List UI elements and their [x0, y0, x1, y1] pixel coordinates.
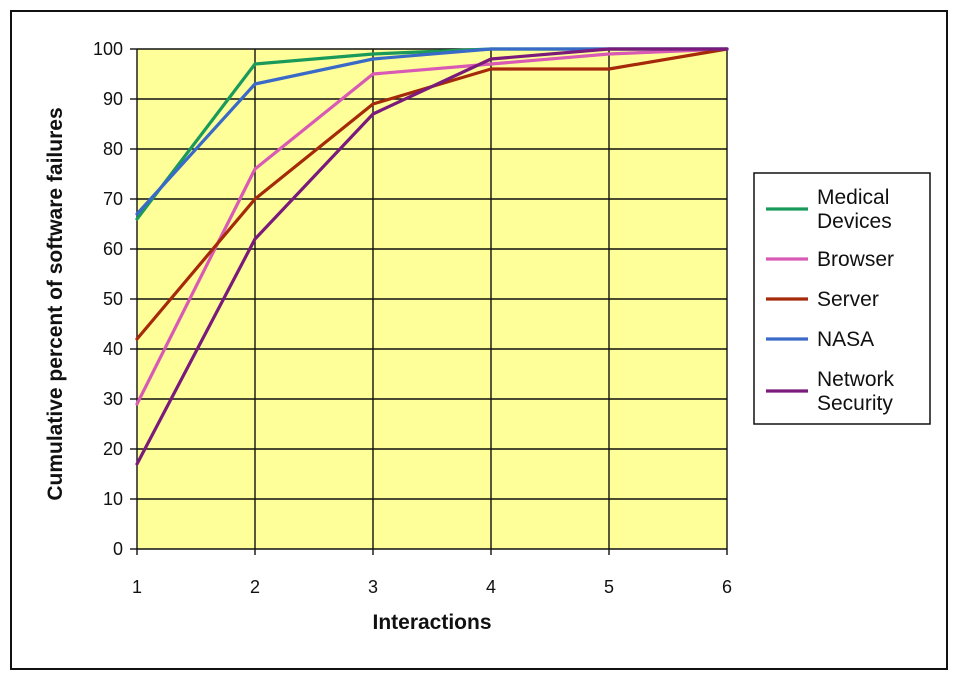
y-tick-label: 30 — [103, 389, 123, 409]
legend-label: Network Security — [817, 368, 895, 415]
legend-label: Server — [817, 288, 879, 311]
x-tick-label: 2 — [250, 577, 260, 597]
legend-label: NASA — [817, 328, 874, 351]
x-tick-label: 5 — [604, 577, 614, 597]
y-tick-label: 50 — [103, 289, 123, 309]
grid-lines — [130, 48, 728, 555]
y-tick-label: 0 — [113, 539, 123, 559]
y-tick-label: 100 — [93, 39, 123, 59]
x-tick-label: 1 — [132, 577, 142, 597]
x-axis-title: Interactions — [372, 611, 491, 634]
legend: Medical Devices Browser Server NASA Network Se… — [753, 172, 931, 425]
y-tick-label: 60 — [103, 239, 123, 259]
y-axis-title: Cumulative percent of software failures — [44, 107, 67, 500]
x-tick-labels: 1 2 3 4 5 6 — [132, 577, 732, 597]
y-tick-label: 10 — [103, 489, 123, 509]
y-tick-label: 20 — [103, 439, 123, 459]
series-lines — [135, 47, 729, 466]
series-line — [135, 47, 729, 466]
series-line — [135, 47, 729, 406]
y-tick-labels: 0 10 20 30 40 50 60 70 80 90 100 — [93, 39, 123, 559]
y-tick-label: 40 — [103, 339, 123, 359]
legend-label: Medical Devices — [817, 186, 892, 233]
x-tick-label: 3 — [368, 577, 378, 597]
y-tick-label: 90 — [103, 89, 123, 109]
x-tick-label: 6 — [722, 577, 732, 597]
legend-label: Browser — [817, 248, 894, 271]
x-tick-label: 4 — [486, 577, 496, 597]
y-tick-label: 70 — [103, 189, 123, 209]
y-tick-label: 80 — [103, 139, 123, 159]
